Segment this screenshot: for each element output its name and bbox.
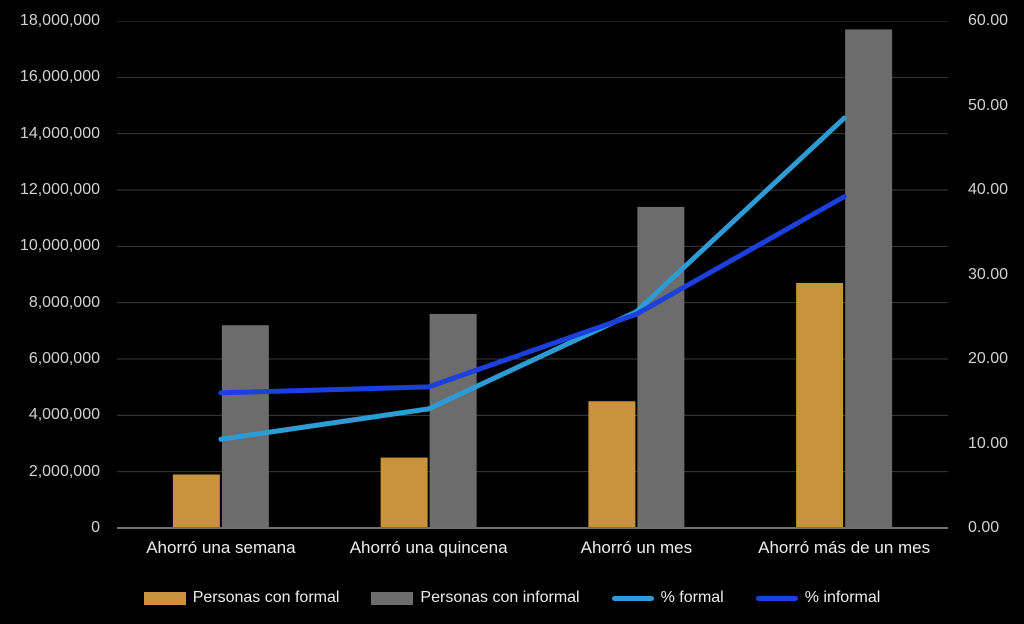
left-axis-tick-label: 14,000,000 <box>19 124 100 142</box>
bar-swatch-icon <box>371 591 414 605</box>
left-axis-tick-label: 16,000,000 <box>19 68 100 86</box>
right-axis-tick-label: 0.00 <box>968 519 1000 536</box>
legend: Personas con formal Personas con informa… <box>0 587 1024 609</box>
plot-area <box>117 21 948 529</box>
bar-personas-con-informal <box>221 325 269 528</box>
right-axis-tick-label: 40.00 <box>968 181 1009 198</box>
legend-label: % formal <box>660 589 724 606</box>
bar-personas-con-informal <box>637 206 685 528</box>
line--informal <box>218 194 847 396</box>
category-label: Ahorró una semana <box>146 538 296 557</box>
legend-item-pct-informal: % informal <box>755 587 881 609</box>
left-axis-tick-label: 2,000,000 <box>28 462 100 480</box>
legend-label: Personas con informal <box>420 589 580 606</box>
bar-personas-con-formal <box>796 282 844 528</box>
bar-personas-con-informal <box>429 313 477 528</box>
left-axis-tick-label: 18,000,000 <box>19 12 100 29</box>
left-axis-tick-label: 4,000,000 <box>28 406 100 424</box>
right-axis-tick-label: 20.00 <box>968 350 1009 367</box>
line--formal <box>218 115 847 442</box>
left-axis-tick-label: 12,000,000 <box>19 181 100 198</box>
right-axis-tick-label: 10.00 <box>968 434 1009 452</box>
bar-personas-con-formal <box>588 401 636 528</box>
bar-personas-con-formal <box>380 457 428 528</box>
line-swatch-icon <box>611 595 654 601</box>
legend-item-personas-con-formal: Personas con formal <box>143 587 340 609</box>
left-axis-tick-label: 0 <box>91 519 100 536</box>
legend-item-pct-formal: % formal <box>611 587 724 609</box>
legend-label: Personas con formal <box>192 589 340 606</box>
bar-personas-con-formal <box>172 474 220 528</box>
bar-swatch-icon <box>143 591 186 605</box>
left-axis-tick-label: 10,000,000 <box>19 237 100 255</box>
bar-personas-con-informal <box>845 29 893 528</box>
left-axis-tick-label: 8,000,000 <box>28 293 100 311</box>
legend-label: % informal <box>804 589 881 606</box>
category-label: Ahorró más de un mes <box>758 538 931 557</box>
category-label: Ahorró una quincena <box>349 538 508 557</box>
right-axis-tick-label: 60.00 <box>968 12 1009 29</box>
line-swatch-icon <box>755 595 798 601</box>
category-label: Ahorró un mes <box>580 538 693 557</box>
right-axis-tick-label: 50.00 <box>968 96 1009 114</box>
legend-item-personas-con-informal: Personas con informal <box>371 587 580 609</box>
right-axis-tick-label: 30.00 <box>968 265 1009 283</box>
left-axis-tick-label: 6,000,000 <box>28 350 100 367</box>
